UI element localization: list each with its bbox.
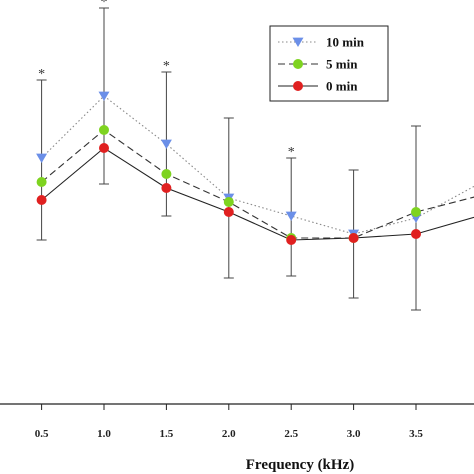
legend-marker [293, 59, 303, 69]
data-point-0-min [286, 235, 297, 245]
data-point-10-min [160, 139, 172, 149]
significance-asterisk: * [38, 67, 45, 82]
significance-asterisk: * [288, 145, 295, 160]
legend-label: 0 min [326, 79, 358, 94]
x-tick-label: 3.0 [347, 428, 361, 440]
legend-marker [292, 37, 304, 47]
data-point-5-min [36, 177, 47, 187]
data-point-5-min [161, 169, 172, 179]
data-point-0-min [36, 195, 47, 205]
data-point-0-min [99, 143, 109, 153]
significance-asterisk: * [101, 0, 108, 10]
series-markers [36, 91, 422, 245]
legend-label: 5 min [326, 57, 358, 72]
series-lines [41, 95, 474, 241]
x-tick-label: 3.5 [409, 428, 423, 440]
legend-label: 10 min [326, 35, 365, 50]
significance-asterisk: * [163, 59, 170, 74]
data-point-0-min [223, 207, 234, 217]
x-axis-ticks: 0.5 1.0 1.5 2.0 2.5 3.0 3.5 [35, 404, 423, 440]
x-tick-label: 1.5 [160, 428, 174, 440]
series-line-5-min [41, 129, 474, 239]
data-point-0-min [348, 233, 359, 243]
x-tick-label: 2.5 [284, 428, 298, 440]
data-point-5-min [99, 125, 109, 135]
legend-marker [293, 81, 303, 91]
legend: 10 min 5 min 0 min [269, 25, 389, 102]
data-point-10-min [98, 91, 110, 101]
data-point-5-min [223, 197, 234, 207]
x-tick-label: 0.5 [35, 428, 49, 440]
data-point-5-min [411, 207, 421, 217]
data-point-0-min [161, 183, 172, 193]
data-point-0-min [411, 229, 421, 239]
x-axis-title: Frequency (kHz) [246, 457, 354, 473]
series-line-10-min [41, 95, 474, 235]
x-tick-label: 2.0 [222, 428, 236, 440]
significance-marks: * * * * [38, 0, 295, 160]
data-point-10-min [36, 153, 48, 163]
x-tick-label: 1.0 [97, 428, 111, 440]
data-point-10-min [285, 211, 297, 221]
series-line-0-min [41, 147, 474, 241]
legend-items: 10 min 5 min 0 min [278, 35, 365, 94]
